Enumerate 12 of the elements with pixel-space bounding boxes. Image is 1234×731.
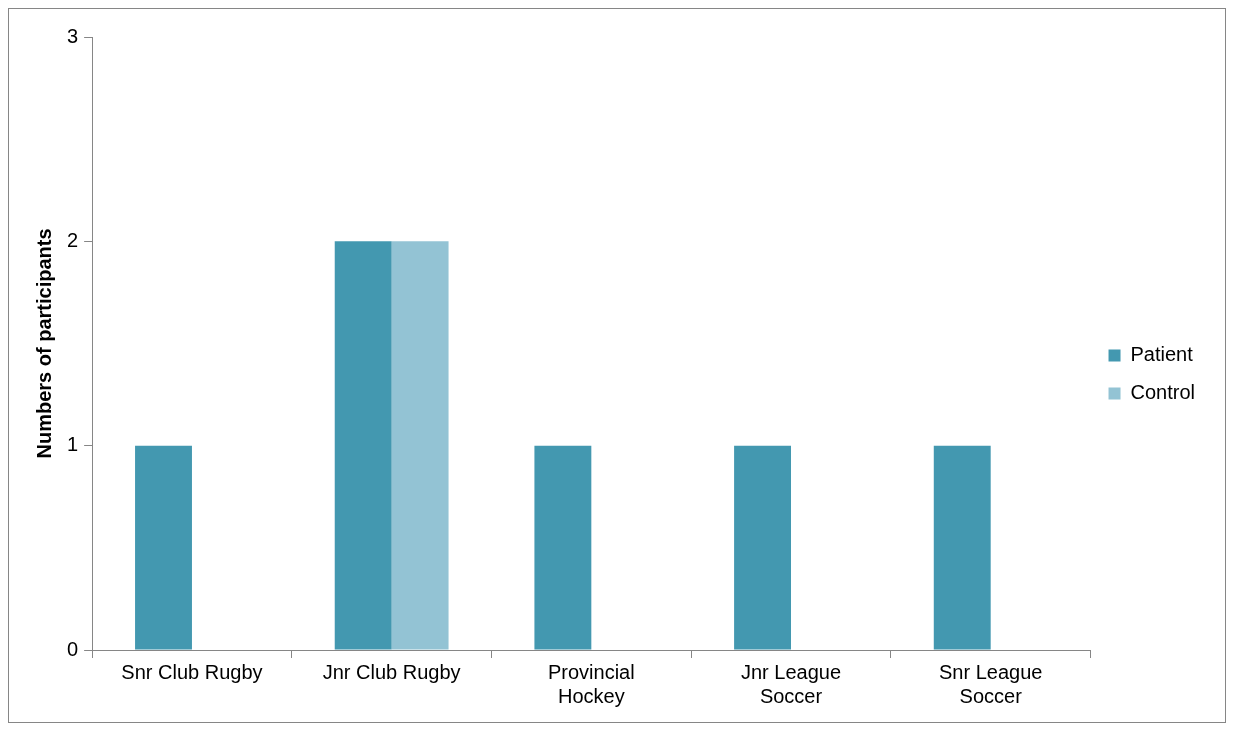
x-tick-label: Provincial Hockey <box>547 660 635 707</box>
x-tick-label: Jnr Club Rugby <box>322 660 461 683</box>
y-tick-label: 3 <box>67 24 79 47</box>
x-tick-label: Snr League Soccer <box>938 660 1043 707</box>
y-tick-label: 0 <box>67 637 79 660</box>
y-tick-label: 2 <box>67 228 79 251</box>
legend-label: Patient <box>1130 343 1194 366</box>
x-tick-label: Jnr League Soccer <box>740 660 842 707</box>
y-tick-label: 1 <box>67 433 79 456</box>
x-tick-label: Snr Club Rugby <box>121 660 263 683</box>
y-axis-title: Numbers of participants <box>32 228 55 459</box>
legend-label: Control <box>1130 381 1196 404</box>
